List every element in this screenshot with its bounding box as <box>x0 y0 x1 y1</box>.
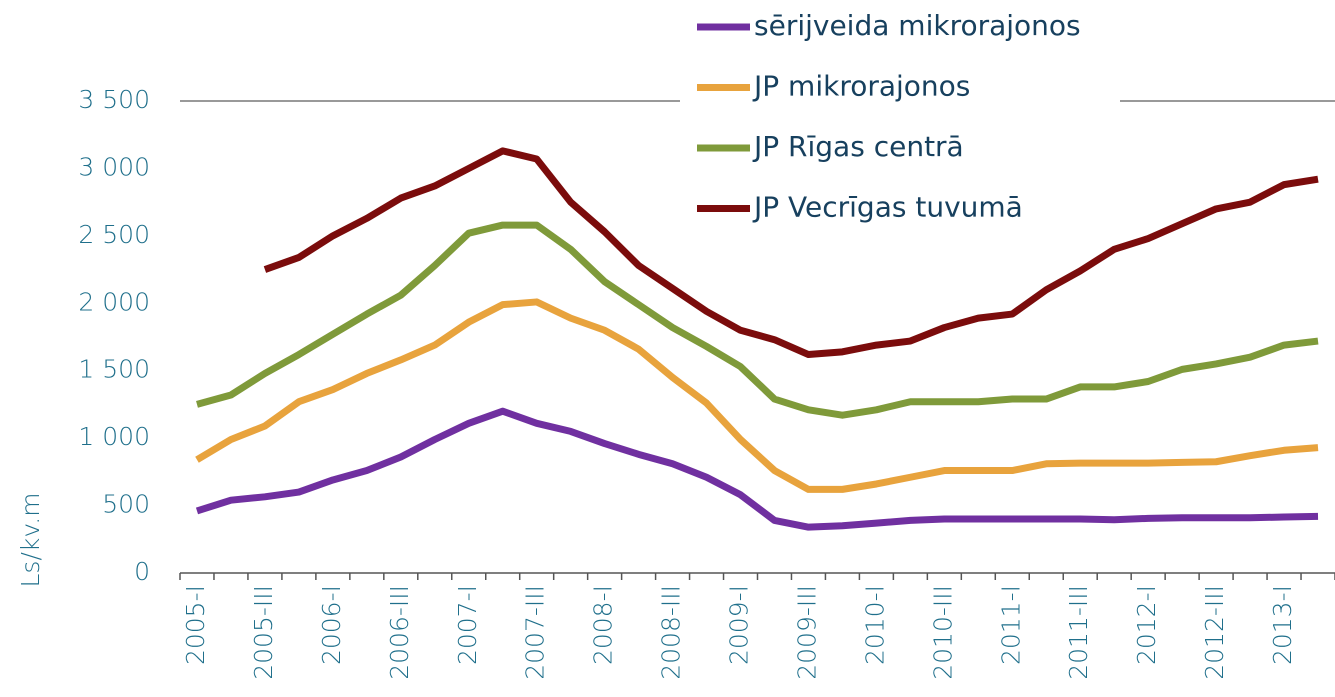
legend-label: JP Vecrīgas tuvumā <box>752 191 1023 224</box>
data-line <box>195 407 1319 531</box>
x-tick-label: 2011-I <box>996 585 1025 665</box>
x-tick-label: 2010-I <box>860 585 889 665</box>
data-line <box>195 298 1319 493</box>
x-tick-label: 2013-I <box>1268 585 1297 665</box>
y-tick-label: 0 <box>134 557 150 586</box>
y-tick-label: 500 <box>102 490 150 519</box>
x-tick-label: 2007-III <box>521 585 550 680</box>
y-tick-label: 2 000 <box>78 287 150 316</box>
x-tick-label: 2010-III <box>928 585 957 680</box>
y-tick-label: 3 500 <box>78 85 150 114</box>
x-tick-label: 2012-I <box>1132 585 1161 665</box>
legend-label: JP mikrorajonos <box>752 70 970 103</box>
y-tick-label: 1 500 <box>78 355 150 384</box>
y-tick-label: 1 000 <box>78 422 150 451</box>
x-tick-label: 2006-III <box>385 585 414 680</box>
x-tick-label: 2009-I <box>725 585 754 665</box>
data-line <box>196 221 1319 419</box>
x-tick-label: 2008-III <box>657 585 686 680</box>
x-tick-label: 2009-III <box>792 585 821 680</box>
y-tick-label: 3 000 <box>78 152 150 181</box>
x-tick-label: 2007-I <box>453 585 482 665</box>
x-tick-label: 2011-III <box>1064 585 1093 680</box>
x-tick-label: 2008-I <box>589 585 618 665</box>
legend-background <box>680 0 1120 240</box>
x-tick-label: 2005-I <box>181 585 210 665</box>
x-tick-label: 2012-III <box>1200 585 1229 680</box>
x-tick-label: 2005-III <box>249 585 278 680</box>
y-axis-label: Ls/kv.m <box>16 492 45 587</box>
legend-label: sērijveida mikrorajonos <box>754 9 1081 42</box>
y-tick-label: 2 500 <box>78 220 150 249</box>
x-tick-label: 2006-I <box>317 585 346 665</box>
legend-label: JP Rīgas centrā <box>752 130 964 163</box>
data-line <box>263 147 1319 359</box>
